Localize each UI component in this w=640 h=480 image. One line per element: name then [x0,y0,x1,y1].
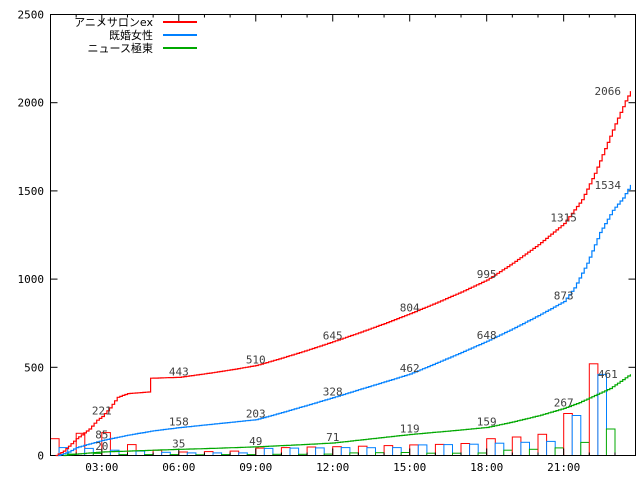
y-tick-label: 2500 [18,9,45,22]
bar-blue-hour-21 [571,415,582,456]
point-label-kikon-josei-203: 203 [246,408,266,421]
bar-red-hour-9 [255,447,265,457]
point-label-anime-salon-ex-443: 443 [169,365,189,378]
bar-blue-hour-11 [315,447,325,456]
bar-red-hour-22 [588,363,599,456]
point-label-news-kyokutou-461: 461 [598,368,618,381]
bar-green-hour-19 [528,448,539,456]
bar-blue-hour-15 [417,444,428,456]
series-line-anime-salon-ex [55,91,631,457]
bar-green-hour-22 [605,428,616,456]
y-tick-label: 1500 [18,185,45,198]
point-label-kikon-josei-873: 873 [554,290,574,303]
bar-red-hour-14 [383,445,394,457]
bar-red-hour-15 [409,444,419,456]
x-tick-label: 15:00 [393,461,426,474]
bar-green-hour-20 [554,447,565,456]
bar-red-hour-20 [537,433,548,456]
plot-border [50,14,636,456]
point-label-anime-salon-ex-804: 804 [400,302,420,315]
point-label-news-kyokutou-71: 71 [326,431,339,444]
series-line-kikon-josei [58,184,631,457]
bar-red-hour-13 [357,445,368,457]
bar-blue-hour-19 [520,441,531,456]
y-tick-label: 1000 [18,273,45,286]
bar-red-hour-6 [178,451,188,456]
point-label-news-kyokutou-49: 49 [249,435,262,448]
bar-red-hour-11 [306,446,317,456]
bar-red-hour-4 [127,444,137,457]
bar-red-hour-16 [434,443,445,456]
y-tick-label: 0 [37,450,44,463]
bar-blue-hour-14 [392,447,402,457]
y-tick-label: 2000 [18,97,45,110]
bar-red-hour-7 [203,451,214,457]
point-label-anime-salon-ex-1315: 1315 [550,212,577,225]
bar-blue-hour-2 [84,447,94,456]
bar-red-hour-19 [511,436,522,456]
point-label-anime-salon-ex-645: 645 [323,330,343,343]
x-tick-label: 18:00 [470,461,503,474]
point-label-kikon-josei-648: 648 [477,329,497,342]
point-label-news-kyokutou-119: 119 [400,423,420,436]
bar-blue-hour-16 [443,444,453,457]
point-label-news-kyokutou-267: 267 [554,396,574,409]
point-label-anime-salon-ex-2066: 2066 [595,85,622,98]
series-line-news-kyokutou [63,374,631,457]
bar-blue-hour-13 [366,447,376,457]
bar-red-hour-17 [460,443,471,456]
point-label-kikon-josei-462: 462 [400,362,420,375]
point-label-anime-salon-ex-510: 510 [246,354,266,367]
x-tick-label: 21:00 [547,461,580,474]
point-label-kikon-josei-158: 158 [169,416,189,429]
point-label-kikon-josei-328: 328 [323,386,343,399]
bar-blue-hour-20 [546,440,556,456]
bar-green-hour-21 [580,441,590,456]
bar-blue-hour-12 [340,447,351,457]
bar-blue-hour-17 [469,443,479,457]
bar-red-hour-12 [332,446,342,457]
bar-red-hour-10 [280,447,291,457]
point-label-news-kyokutou-159: 159 [477,415,497,428]
x-tick-label: 03:00 [85,461,118,474]
bar-green-hour-18 [503,449,513,457]
point-label-anime-salon-ex-995: 995 [477,268,497,281]
x-tick-label: 12:00 [316,461,349,474]
point-label-news-kyokutou-35: 35 [172,437,185,450]
x-tick-label: 06:00 [162,461,195,474]
point-label-kikon-josei-85: 85 [95,429,108,442]
bar-red-hour-1 [50,438,60,457]
y-tick-label: 500 [24,361,44,374]
bar-red-hour-5 [152,449,163,457]
bar-red-hour-21 [563,413,573,456]
bar-blue-hour-18 [494,442,505,457]
x-tick-label: 09:00 [239,461,272,474]
bar-blue-hour-22 [597,373,608,456]
bar-blue-hour-4 [135,450,146,457]
point-label-anime-salon-ex-221: 221 [92,405,112,418]
point-label-kikon-josei-1534: 1534 [595,179,622,192]
bar-blue-hour-10 [289,447,300,457]
bar-red-hour-18 [486,438,496,457]
bar-blue-hour-9 [263,447,274,456]
point-label-news-kyokutou-20: 20 [95,440,108,453]
bar-red-hour-8 [229,450,240,457]
